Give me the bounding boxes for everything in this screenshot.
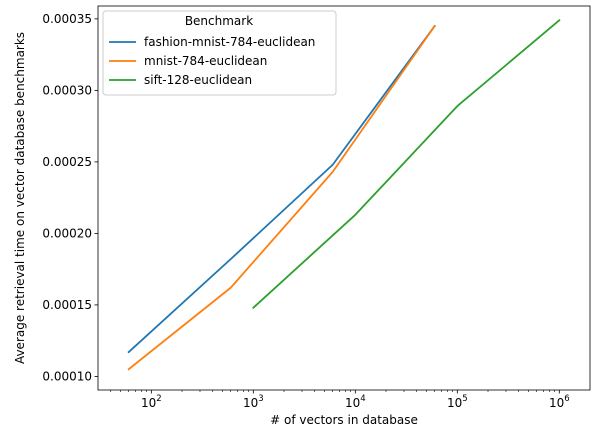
legend-label-mnist: mnist-784-euclidean [144,54,267,68]
y-tick-label: 0.00025 [42,155,92,169]
x-tick-label: 102 [141,394,162,410]
series-line-0 [127,24,436,354]
legend-label-sift: sift-128-euclidean [144,73,252,87]
x-tick-label: 105 [447,394,468,410]
series-line-1 [127,24,436,371]
legend-label-fashion-mnist: fashion-mnist-784-euclidean [144,35,315,49]
y-tick-label: 0.00030 [42,83,92,97]
legend-title: Benchmark [185,14,253,28]
legend-box [102,10,337,96]
plot-frame [97,5,591,391]
series-layer [127,19,561,371]
legend: Benchmark fashion-mnist-784-euclidean mn… [102,10,337,96]
y-tick-label: 0.00015 [42,298,92,312]
y-axis-label: Average retrieval time on vector databas… [13,32,27,364]
x-tick-label: 103 [243,394,264,410]
y-tick-label: 0.00035 [42,12,92,26]
y-tick-label: 0.00020 [42,226,92,240]
x-axis-ticks: 102 103 104 105 106 [110,390,570,410]
x-tick-label: 106 [549,394,570,410]
y-axis-ticks: 0.00010 0.00015 0.00020 0.00025 0.00030 0.000… [42,12,98,383]
x-axis-label: # of vectors in database [270,413,418,427]
series-line-2 [252,19,561,310]
x-tick-label: 104 [345,394,366,410]
y-tick-label: 0.00010 [42,369,92,383]
